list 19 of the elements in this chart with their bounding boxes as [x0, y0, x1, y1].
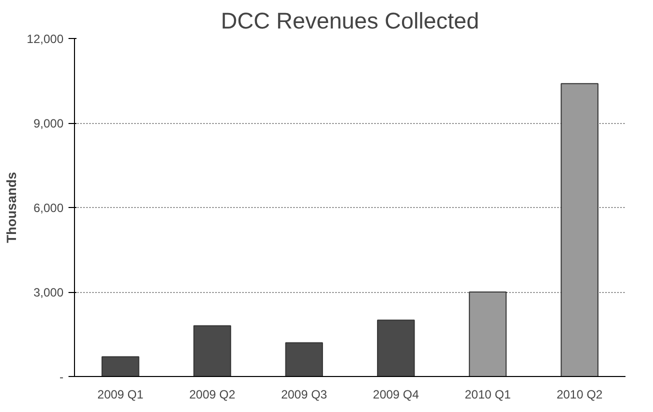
chart-title: DCC Revenues Collected [220, 8, 480, 34]
bar [285, 342, 323, 376]
bar [102, 356, 140, 376]
x-tick-label: 2009 Q1 [97, 388, 144, 402]
bar [468, 292, 507, 376]
x-tick-label: 2009 Q2 [189, 388, 236, 402]
y-tick-label: 6,000 [33, 201, 64, 215]
x-tick-label: 2009 Q4 [372, 388, 420, 402]
bar [377, 320, 415, 376]
y-tick-label: 3,000 [33, 286, 64, 300]
y-tick-label: 12,000 [26, 32, 64, 46]
x-tick-label: 2009 Q3 [281, 388, 328, 402]
bar [560, 83, 598, 376]
y-tick-label: 9,000 [33, 116, 64, 130]
y-axis-title: Thousands [4, 172, 19, 244]
x-tick-label: 2010 Q1 [464, 388, 512, 402]
y-tick-label: - [60, 370, 64, 384]
bar [193, 325, 232, 376]
x-tick-label: 2010 Q2 [556, 388, 603, 402]
